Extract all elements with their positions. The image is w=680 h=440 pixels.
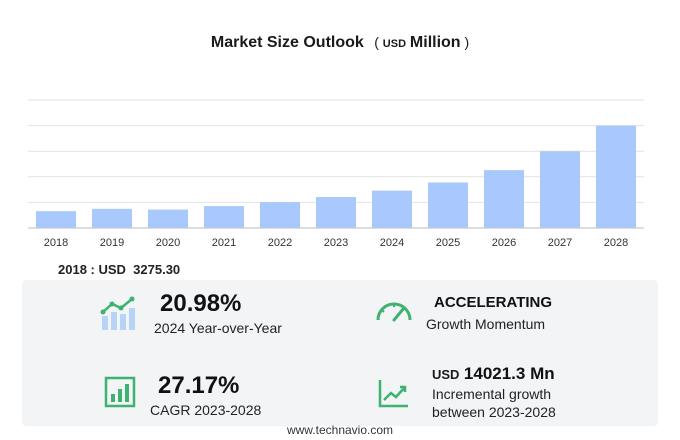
x-tick-label: 2022 <box>268 237 292 249</box>
bar-2019 <box>92 208 132 228</box>
incremental-currency: USD <box>432 367 460 382</box>
x-tick-label: 2021 <box>212 237 236 249</box>
cagr-label: CAGR 2023-2028 <box>150 402 262 418</box>
bar-2018 <box>36 211 76 228</box>
x-tick-label: 2020 <box>156 237 180 249</box>
cagr-chart-icon <box>104 376 136 408</box>
bar-2025 <box>428 182 468 228</box>
chart-title-text: Market Size Outlook <box>210 34 364 51</box>
speedometer-icon <box>376 302 412 322</box>
bar-2022 <box>260 202 300 228</box>
bar-2020 <box>148 209 188 228</box>
chart-title: Market Size Outlook ( USD Million ) <box>0 34 680 52</box>
incremental-label-2: between 2023-2028 <box>432 404 556 420</box>
stats-panel: 20.98% 2024 Year-over-Year ACCELERATING … <box>22 280 658 426</box>
momentum-label: Growth Momentum <box>426 316 546 332</box>
unit-suffix: Million <box>409 34 461 51</box>
base-year: 2018 <box>58 262 87 277</box>
bar-2026 <box>484 170 524 228</box>
x-tick-label: 2018 <box>44 237 68 249</box>
x-tick-label: 2025 <box>436 237 460 249</box>
x-tick-label: 2024 <box>380 237 404 249</box>
bar-2028 <box>596 125 636 228</box>
base-value: 3275.30 <box>133 262 181 277</box>
incremental-label-1: Incremental growth <box>432 386 552 402</box>
incremental-value-row: USD 14021.3 Mn <box>432 364 555 384</box>
bar-chart: 2018 2019 2020 2021 2022 2023 2024 2025 2026 2027… <box>28 99 644 249</box>
bar-2027 <box>540 151 580 228</box>
footer-url: www.technavio.com <box>286 423 394 437</box>
trend-up-icon <box>378 380 408 408</box>
x-tick-label: 2027 <box>548 237 572 249</box>
x-tick-label: 2019 <box>100 237 124 249</box>
growth-bars-icon <box>100 296 135 330</box>
bar-2024 <box>372 190 412 228</box>
base-year-value: 2018 : USD 3275.30 <box>58 262 181 277</box>
x-tick-label: 2023 <box>324 237 348 249</box>
momentum-value: ACCELERATING <box>434 294 553 311</box>
yoy-value: 20.98% <box>160 290 242 317</box>
bar-2021 <box>204 206 244 228</box>
yoy-label: 2024 Year-over-Year <box>154 320 282 336</box>
incremental-value: 14021.3 Mn <box>463 364 555 383</box>
x-tick-label: 2026 <box>492 237 516 249</box>
base-currency: USD <box>98 262 126 277</box>
unit-prefix: USD <box>382 38 407 50</box>
chart-unit: ( USD Million ) <box>374 34 470 51</box>
cagr-value: 27.17% <box>158 372 240 399</box>
bar-2023 <box>316 197 356 228</box>
x-tick-label: 2028 <box>604 237 628 249</box>
